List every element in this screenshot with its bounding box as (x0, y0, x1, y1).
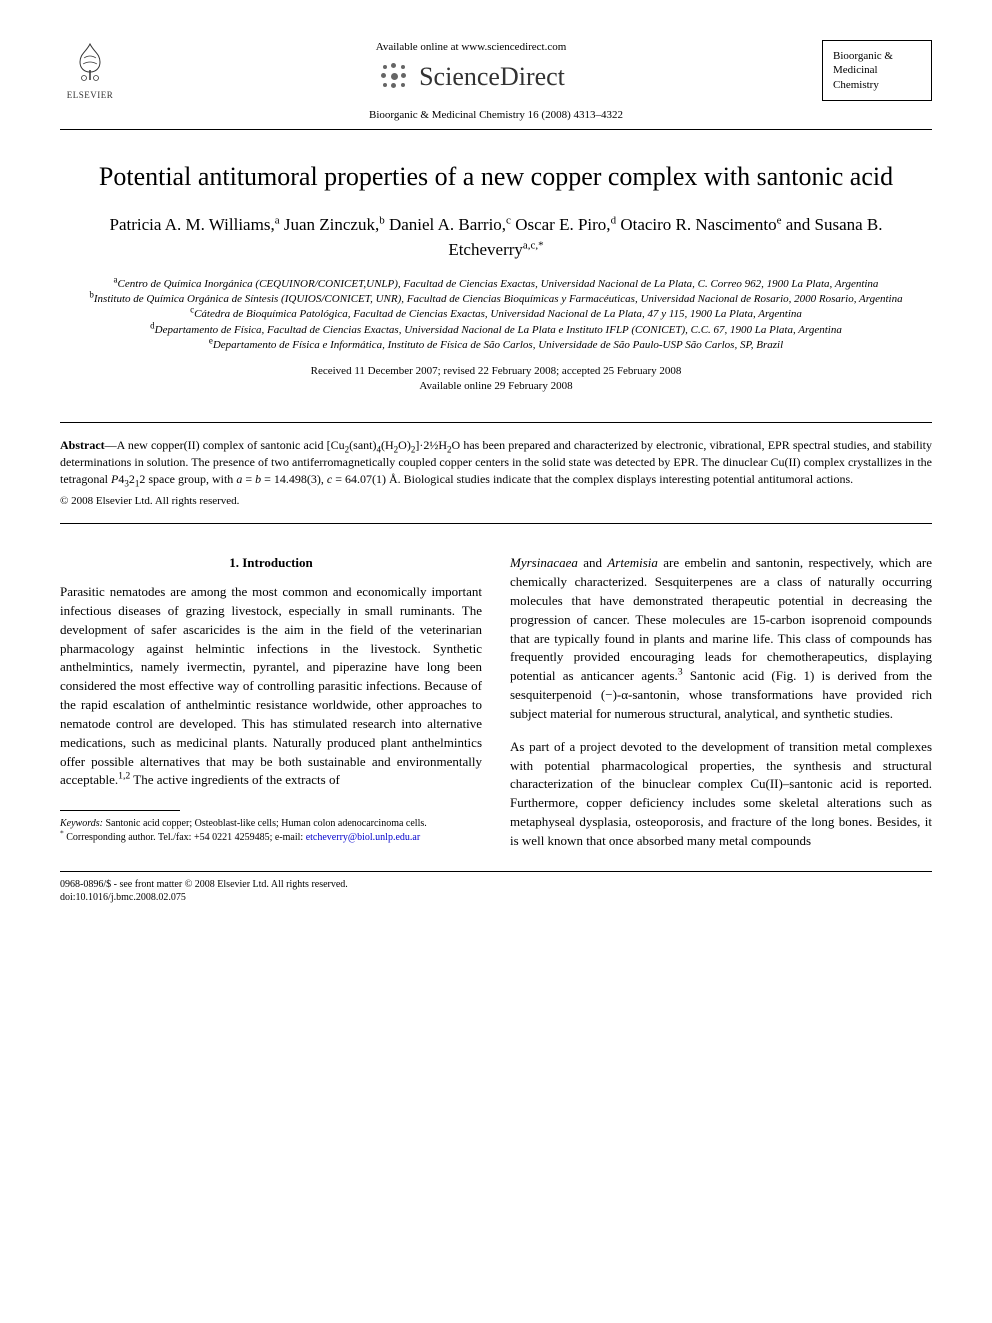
abstract-label: Abstract (60, 438, 105, 452)
doi-line: doi:10.1016/j.bmc.2008.02.075 (60, 891, 932, 904)
sciencedirect-wordmark: ScienceDirect (419, 62, 565, 92)
intro-paragraph-2: As part of a project devoted to the deve… (510, 738, 932, 851)
article-title: Potential antitumoral properties of a ne… (60, 160, 932, 194)
sciencedirect-dots-icon (377, 59, 413, 95)
footnotes: Keywords: Santonic acid copper; Osteobla… (60, 817, 482, 845)
abstract-copyright: © 2008 Elsevier Ltd. All rights reserved… (60, 494, 932, 509)
footnote-rule (60, 810, 180, 811)
abstract-text: —A new copper(II) complex of santonic ac… (60, 438, 932, 486)
affiliations: aCentro de Química Inorgánica (CEQUINOR/… (60, 277, 932, 354)
intro-paragraph-1: Parasitic nematodes are among the most c… (60, 583, 482, 790)
keywords-label: Keywords: (60, 818, 103, 829)
corr-email-link[interactable]: etcheverry@biol.unlp.edu.ar (306, 832, 420, 843)
header-rule (60, 129, 932, 130)
journal-box-line: Bioorganic & (833, 49, 921, 63)
journal-reference: Bioorganic & Medicinal Chemistry 16 (200… (60, 109, 932, 121)
corresponding-author: * Corresponding author. Tel./fax: +54 02… (60, 831, 482, 845)
journal-header: ELSEVIER Available online at www.science… (60, 40, 932, 101)
received-revised-accepted: Received 11 December 2007; revised 22 Fe… (60, 364, 932, 379)
abstract-block: Abstract—A new copper(II) complex of san… (60, 422, 932, 524)
intro-paragraph-1-cont: Myrsinacaea and Artemisia are embelin an… (510, 554, 932, 724)
front-matter-line: 0968-0896/$ - see front matter © 2008 El… (60, 878, 932, 891)
bottom-rule (60, 871, 932, 872)
right-column: Myrsinacaea and Artemisia are embelin an… (510, 554, 932, 851)
article-dates: Received 11 December 2007; revised 22 Fe… (60, 364, 932, 395)
body-columns: 1. Introduction Parasitic nematodes are … (60, 554, 932, 851)
available-online-date: Available online 29 February 2008 (60, 379, 932, 394)
journal-box-line: Medicinal (833, 63, 921, 77)
center-header: Available online at www.sciencedirect.co… (120, 41, 822, 100)
sciencedirect-logo: ScienceDirect (377, 59, 565, 95)
elsevier-logo: ELSEVIER (60, 40, 120, 100)
elsevier-wordmark: ELSEVIER (60, 90, 120, 100)
section-heading-introduction: 1. Introduction (60, 554, 482, 573)
left-column: 1. Introduction Parasitic nematodes are … (60, 554, 482, 851)
elsevier-tree-icon (60, 40, 120, 90)
keywords-line: Keywords: Santonic acid copper; Osteobla… (60, 817, 482, 831)
journal-box-line: Chemistry (833, 78, 921, 92)
keywords-text: Santonic acid copper; Osteoblast-like ce… (103, 818, 427, 829)
available-online-text: Available online at www.sciencedirect.co… (120, 41, 822, 53)
corr-text: * Corresponding author. Tel./fax: +54 02… (60, 832, 306, 843)
journal-title-box: Bioorganic & Medicinal Chemistry (822, 40, 932, 101)
authors-list: Patricia A. M. Williams,a Juan Zinczuk,b… (60, 212, 932, 263)
